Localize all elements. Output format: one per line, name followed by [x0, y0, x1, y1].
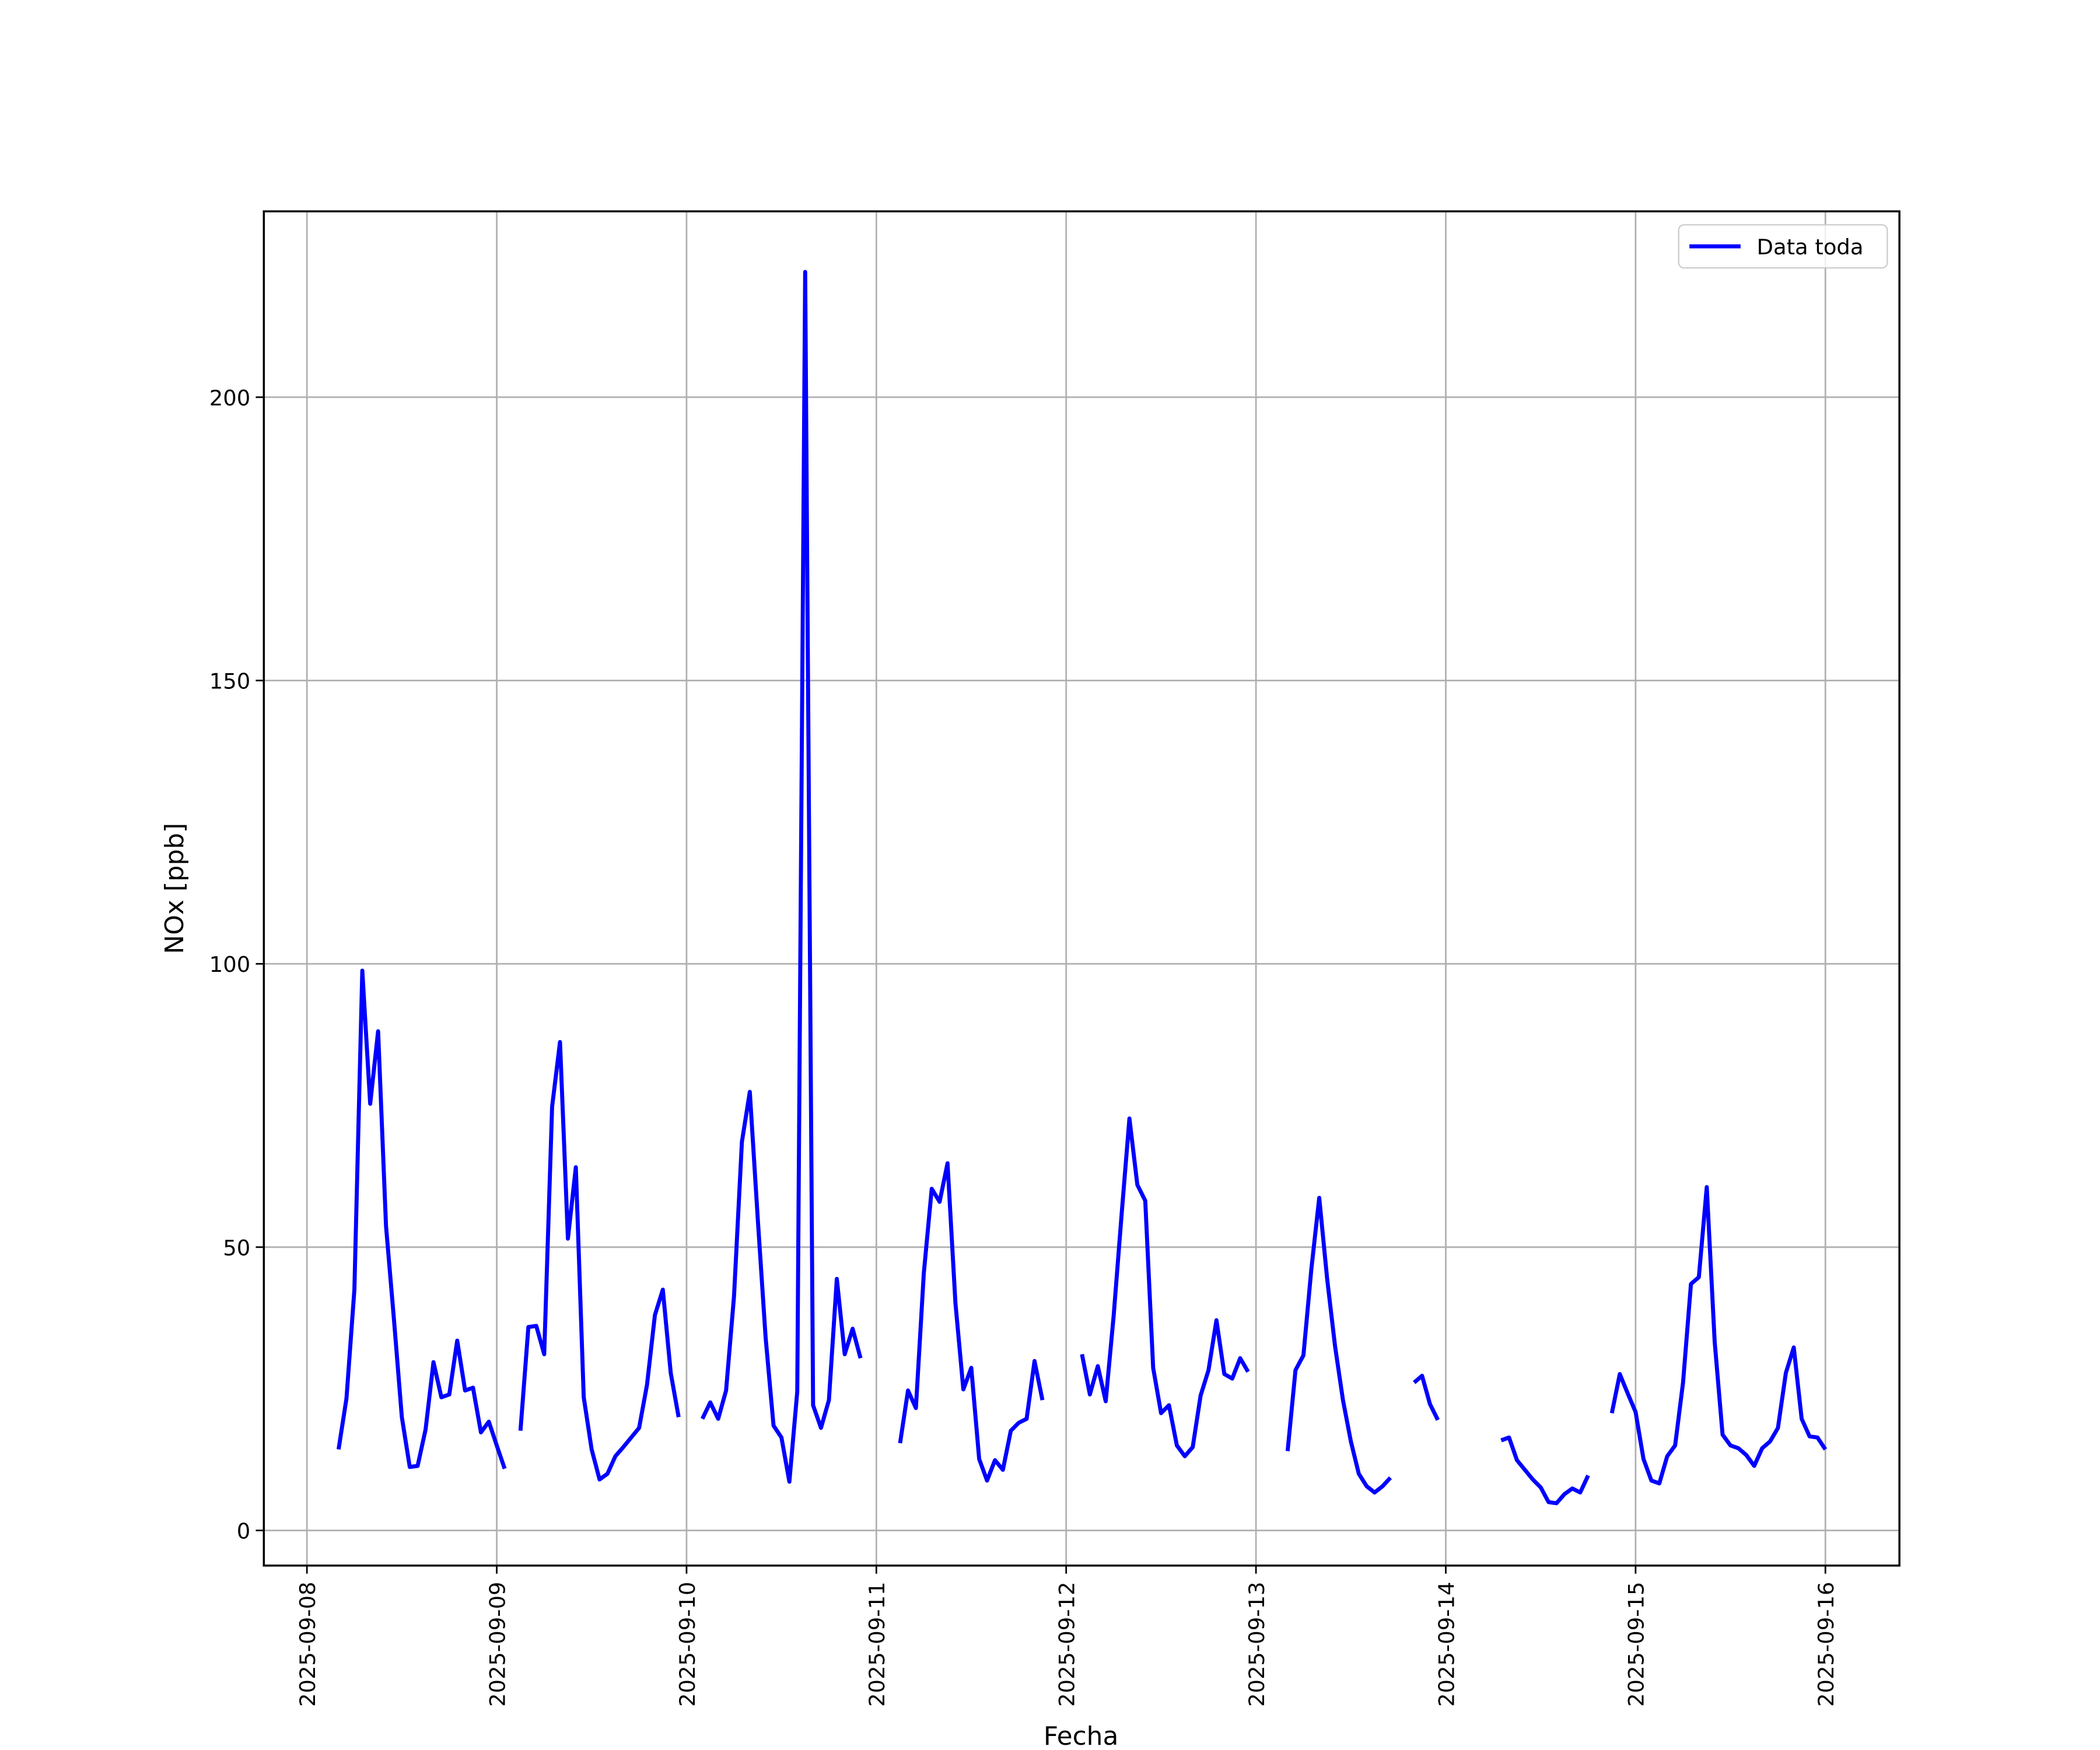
plot-frame: [262, 210, 1901, 1567]
legend-label: Data toda: [1757, 235, 1864, 260]
y-tick-label: 100: [209, 952, 250, 977]
x-tick-label: 2025-09-15: [1624, 1582, 1649, 1707]
x-tick-label: 2025-09-13: [1244, 1582, 1269, 1707]
y-axis-label: NOx [ppb]: [160, 823, 190, 954]
x-tick-label: 2025-09-14: [1434, 1582, 1459, 1707]
x-tick-label: 2025-09-11: [864, 1582, 890, 1707]
x-tick-label: 2025-09-08: [295, 1582, 320, 1707]
y-tick-label: 0: [237, 1518, 250, 1544]
y-tick-label: 200: [209, 386, 250, 411]
x-tick-label: 2025-09-16: [1814, 1582, 1839, 1707]
y-tick-label: 150: [209, 668, 250, 694]
x-axis-label: Fecha: [1044, 1721, 1119, 1750]
y-tick-label: 50: [223, 1236, 250, 1261]
legend-box: [1678, 224, 1888, 269]
x-tick-label: 2025-09-09: [485, 1582, 510, 1707]
data-line: [336, 270, 1828, 1506]
legend: Data toda: [1678, 224, 1888, 269]
x-tick-label: 2025-09-12: [1055, 1582, 1080, 1707]
x-tick-label: 2025-09-10: [675, 1582, 700, 1707]
plot-layer: 0 50 100 150 200 2025-09-08 2025-09-09 2025-09-…: [209, 210, 1901, 1707]
